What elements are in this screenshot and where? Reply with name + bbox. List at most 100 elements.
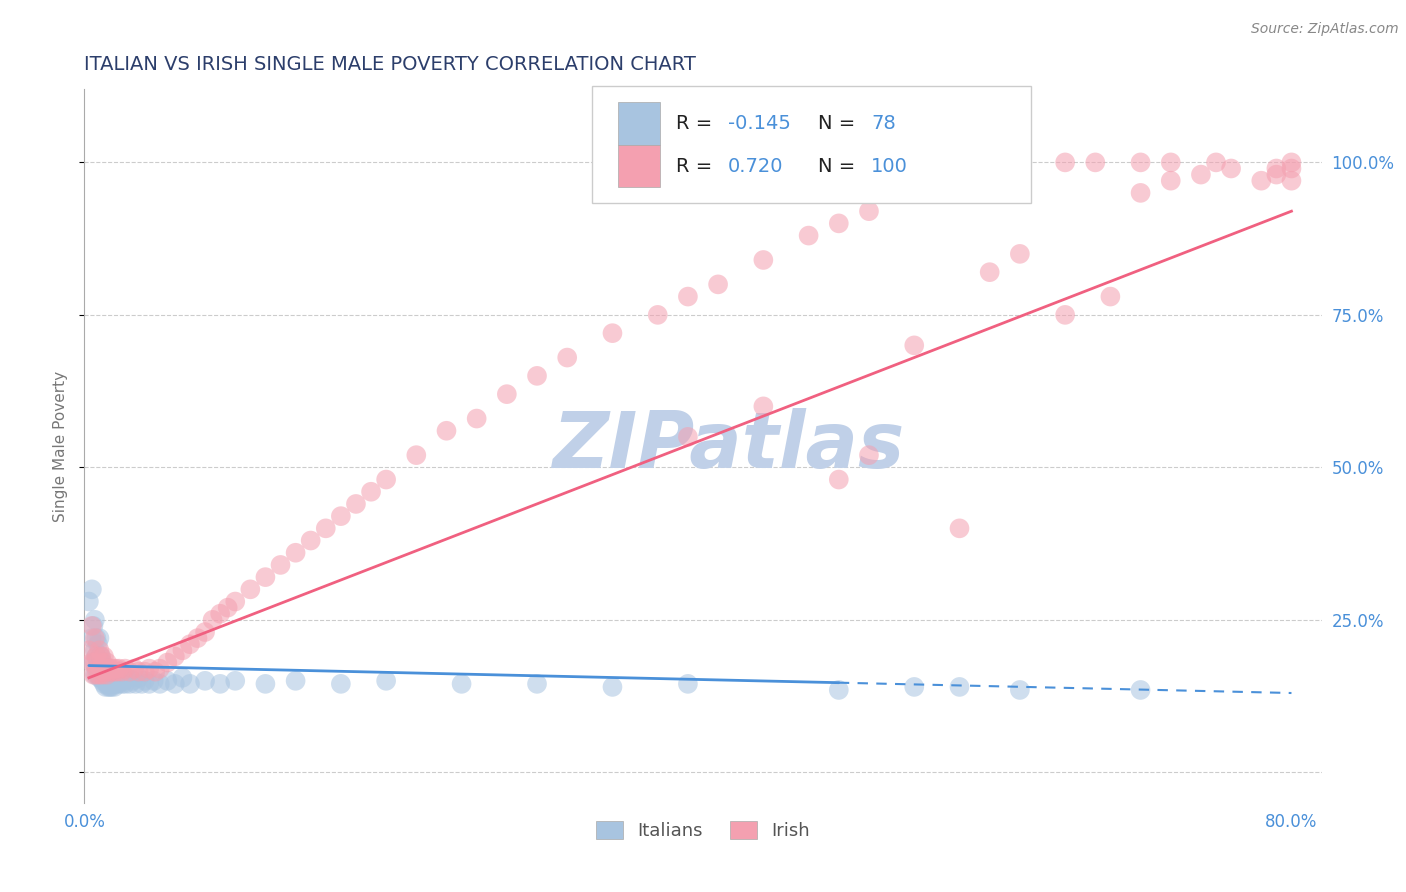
Point (87, 667, 110, 681)
Point (1265, 161, 1288, 176)
Point (96, 667, 118, 681)
Point (948, 521, 970, 535)
Point (224, 594, 246, 608)
Text: R =: R = (676, 114, 718, 133)
Point (1250, 174, 1272, 188)
Point (134, 673, 156, 688)
Point (329, 677, 352, 691)
Point (103, 680, 125, 694)
Point (1129, 683, 1152, 698)
Point (87, 637, 110, 651)
Point (828, 216, 851, 230)
Point (676, 289, 699, 303)
Text: N =: N = (818, 114, 862, 133)
Point (89, 671, 111, 685)
Point (93, 671, 115, 685)
Point (94, 680, 117, 694)
Point (163, 677, 186, 691)
Point (97, 680, 120, 694)
Point (1054, 155, 1077, 169)
Point (90, 662, 112, 676)
Point (84, 643, 107, 657)
Point (93, 677, 115, 691)
FancyBboxPatch shape (617, 103, 659, 145)
Point (77, 594, 100, 608)
Point (903, 186, 925, 200)
Point (118, 677, 141, 691)
Point (903, 338, 925, 352)
Point (149, 677, 172, 691)
Point (179, 677, 201, 691)
Y-axis label: Single Male Poverty: Single Male Poverty (52, 370, 67, 522)
Point (124, 677, 146, 691)
Point (315, 521, 337, 535)
Point (97, 665, 120, 679)
Point (1008, 683, 1031, 698)
Point (84, 656, 107, 670)
Point (436, 424, 458, 438)
Point (329, 509, 352, 524)
Point (1265, 168, 1288, 182)
Text: N =: N = (818, 157, 862, 176)
Point (131, 677, 153, 691)
Point (495, 387, 517, 401)
Point (101, 662, 124, 676)
Point (96, 677, 118, 691)
Point (114, 662, 136, 676)
Point (1281, 161, 1303, 176)
Point (105, 662, 128, 676)
Point (360, 484, 382, 499)
Point (752, 252, 775, 267)
Point (91, 673, 114, 688)
Point (108, 662, 131, 676)
Point (142, 673, 165, 688)
Point (86, 662, 108, 676)
Point (1160, 155, 1182, 169)
Point (122, 662, 145, 676)
Point (90, 671, 112, 685)
Point (239, 582, 262, 597)
Point (80, 582, 103, 597)
Point (128, 665, 150, 679)
Point (647, 308, 669, 322)
Point (80, 619, 103, 633)
Point (134, 665, 156, 679)
Point (82, 619, 104, 633)
Point (93, 665, 115, 679)
Point (84, 667, 107, 681)
Point (375, 673, 398, 688)
Point (87, 656, 110, 670)
Point (1205, 155, 1227, 169)
Point (89, 662, 111, 676)
Point (172, 643, 194, 657)
Point (858, 204, 880, 219)
Point (93, 662, 115, 676)
Point (89, 643, 111, 657)
Point (1129, 186, 1152, 200)
Point (1160, 174, 1182, 188)
Point (186, 631, 208, 645)
Point (194, 673, 217, 688)
Text: -0.145: -0.145 (728, 114, 790, 133)
Point (934, 174, 956, 188)
Point (209, 677, 232, 691)
Point (254, 570, 277, 584)
Point (90, 662, 112, 676)
Point (100, 671, 122, 685)
Point (270, 558, 292, 572)
Point (217, 600, 239, 615)
FancyBboxPatch shape (592, 86, 1031, 203)
Point (121, 673, 143, 688)
Point (103, 665, 125, 679)
Point (115, 671, 138, 685)
Point (96, 671, 118, 685)
Point (91, 656, 114, 670)
Point (1281, 174, 1303, 188)
Point (138, 677, 160, 691)
Point (1054, 308, 1077, 322)
Point (111, 677, 134, 691)
Point (156, 656, 179, 670)
Point (90, 649, 112, 664)
Point (90, 649, 112, 664)
Point (107, 671, 129, 685)
